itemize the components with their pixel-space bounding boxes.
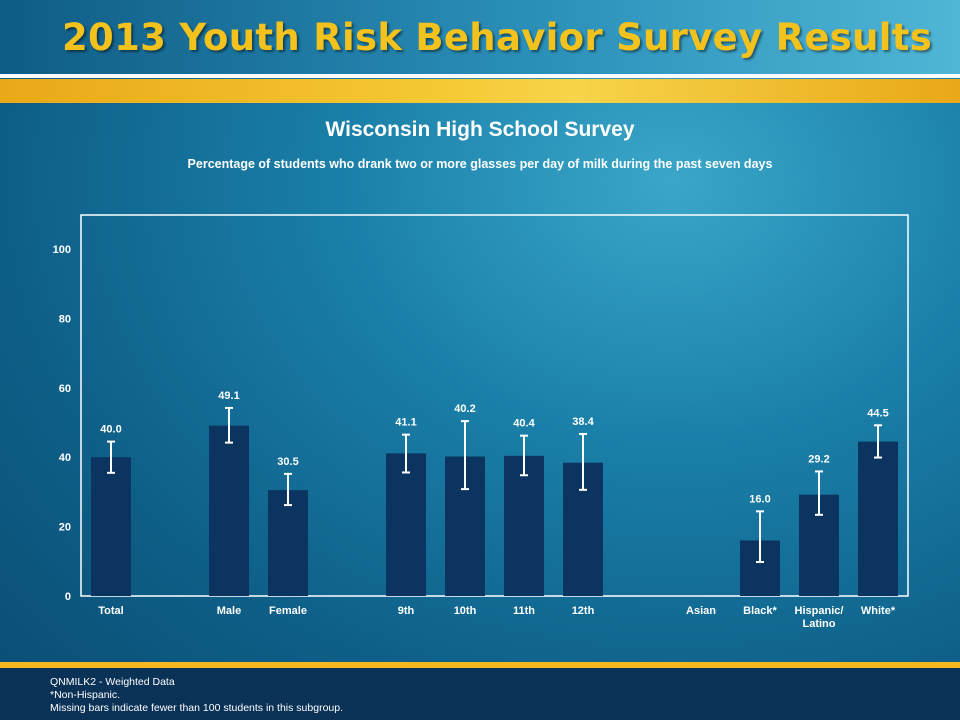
data-label: 29.2 <box>808 453 829 465</box>
footer-band <box>0 668 960 720</box>
bar <box>209 425 249 596</box>
chart-subtitle: Percentage of students who drank two or … <box>187 157 773 171</box>
data-label: 16.0 <box>749 493 770 505</box>
x-tick-label: Latino <box>803 618 836 630</box>
data-label: 40.4 <box>513 418 535 430</box>
header-divider <box>0 74 960 78</box>
x-tick-label: 12th <box>572 605 595 617</box>
chart-title: Wisconsin High School Survey <box>325 118 635 141</box>
x-tick-label: Male <box>217 605 241 617</box>
bar <box>91 457 131 596</box>
footer-gold-bar <box>0 662 960 668</box>
bar <box>504 455 544 596</box>
banner-title: 2013 Youth Risk Behavior Survey Results <box>62 16 933 59</box>
data-label: 40.0 <box>100 424 121 436</box>
bar <box>268 490 308 596</box>
x-tick-label: 11th <box>513 605 535 617</box>
x-tick-label: 9th <box>398 605 415 617</box>
data-label: 41.1 <box>395 417 416 429</box>
x-tick-label: Female <box>269 605 307 617</box>
x-tick-label: Total <box>98 605 123 617</box>
x-tick-label: White* <box>861 605 896 617</box>
y-tick-label: 100 <box>53 244 71 256</box>
y-tick-label: 60 <box>59 383 71 395</box>
header-gold-bar <box>0 79 960 103</box>
footer-note-dataset: QNMILK2 - Weighted Data <box>50 676 175 688</box>
y-tick-label: 20 <box>59 522 71 534</box>
x-tick-label: Asian <box>686 605 716 617</box>
data-label: 40.2 <box>454 403 475 415</box>
footer-note-missing-bars: Missing bars indicate fewer than 100 stu… <box>50 702 344 714</box>
y-tick-label: 80 <box>59 313 71 325</box>
data-label: 30.5 <box>277 456 298 468</box>
x-tick-label: Black* <box>743 605 777 617</box>
data-label: 38.4 <box>572 416 594 428</box>
x-tick-label: Hispanic/ <box>795 605 844 617</box>
x-tick-label: 10th <box>454 605 477 617</box>
header-band <box>0 0 960 74</box>
data-label: 44.5 <box>867 407 888 419</box>
y-tick-label: 0 <box>65 591 71 603</box>
y-tick-label: 40 <box>59 452 71 464</box>
bar <box>386 453 426 596</box>
plot-frame <box>80 214 909 597</box>
data-label: 49.1 <box>218 390 239 402</box>
footer-notes: QNMILK2 - Weighted Data *Non-Hispanic. M… <box>50 676 343 715</box>
bar <box>858 441 898 596</box>
footer-note-nonhispanic: *Non-Hispanic. <box>50 689 121 701</box>
